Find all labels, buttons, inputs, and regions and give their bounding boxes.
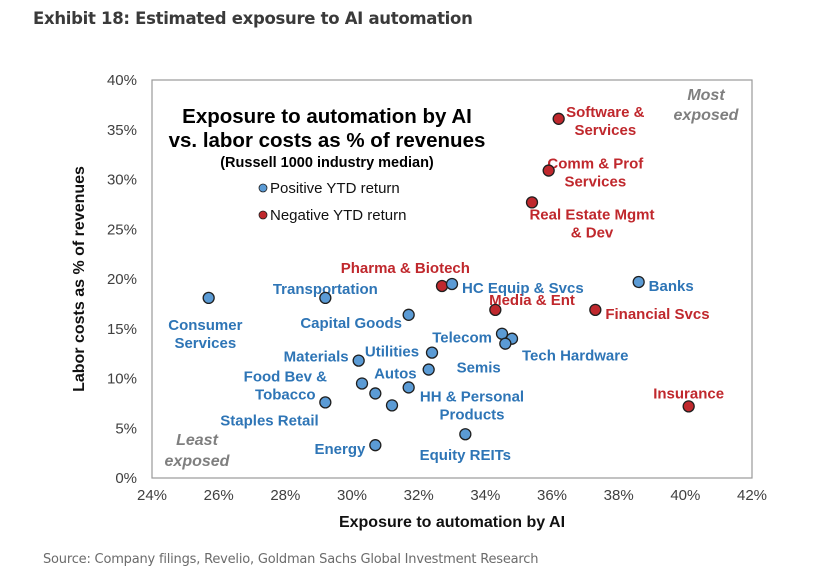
data-point bbox=[369, 387, 382, 400]
y-tick-label: 10% bbox=[107, 371, 137, 388]
x-axis-title: Exposure to automation by AI bbox=[339, 514, 565, 531]
point-label: Equity REITs bbox=[420, 447, 511, 464]
y-tick-label: 25% bbox=[107, 221, 137, 238]
x-tick-label: 24% bbox=[137, 487, 167, 504]
x-tick-label: 34% bbox=[470, 487, 500, 504]
x-tick-label: 32% bbox=[404, 487, 434, 504]
point-label: Utilities bbox=[365, 344, 419, 361]
legend-label-negative: Negative YTD return bbox=[270, 207, 406, 224]
data-point bbox=[489, 303, 502, 316]
point-label: Real Estate Mgmt bbox=[529, 206, 654, 223]
x-tick-label: 28% bbox=[270, 487, 300, 504]
data-point bbox=[459, 428, 472, 441]
point-label: Comm & Prof bbox=[547, 156, 644, 173]
point-label: Media & Ent bbox=[489, 292, 575, 309]
x-tick-label: 36% bbox=[537, 487, 567, 504]
y-tick-label: 40% bbox=[107, 72, 137, 89]
x-axis-ticks: 24% 26% 28% 30% 32% 34% 36% 38% 40% 42% bbox=[137, 487, 767, 504]
y-tick-label: 20% bbox=[107, 271, 137, 288]
y-tick-label: 0% bbox=[115, 470, 137, 487]
data-point bbox=[422, 363, 435, 376]
point-label: Materials bbox=[284, 349, 349, 366]
least-exposed-line-2: exposed bbox=[165, 453, 231, 470]
data-point bbox=[385, 399, 399, 412]
source-note: Source: Company filings, Revelio, Goldma… bbox=[43, 552, 539, 567]
point-label: Energy bbox=[314, 441, 366, 458]
point-label: Transportation bbox=[273, 281, 378, 298]
chart-subtitle: (Russell 1000 industry median) bbox=[220, 155, 434, 171]
x-tick-label: 42% bbox=[737, 487, 767, 504]
most-exposed-line-2: exposed bbox=[674, 107, 740, 124]
data-point bbox=[542, 164, 555, 177]
chart-title-line-1: Exposure to automation by AI bbox=[182, 105, 472, 128]
point-label: Services bbox=[564, 174, 626, 191]
y-tick-label: 5% bbox=[115, 420, 137, 437]
y-tick-label: 15% bbox=[107, 321, 137, 338]
data-point bbox=[499, 337, 512, 350]
legend-marker-positive bbox=[258, 183, 268, 193]
point-label: Pharma & Biotech bbox=[341, 260, 470, 277]
y-tick-label: 35% bbox=[107, 122, 137, 139]
most-exposed-line-1: Most bbox=[687, 87, 725, 104]
point-label: Consumer bbox=[168, 317, 242, 334]
data-point bbox=[319, 291, 332, 305]
y-axis-ticks: 0% 5% 10% 15% 20% 25% 30% 35% 40% bbox=[107, 72, 137, 487]
legend: Positive YTD return Negative YTD return bbox=[258, 180, 406, 224]
data-point bbox=[425, 346, 439, 359]
data-point bbox=[589, 303, 602, 316]
point-label: & Dev bbox=[571, 224, 614, 241]
data-point bbox=[352, 354, 365, 367]
data-point bbox=[402, 381, 415, 394]
x-tick-label: 38% bbox=[604, 487, 634, 504]
exhibit-title: Exhibit 18: Estimated exposure to AI aut… bbox=[33, 9, 473, 28]
legend-marker-negative bbox=[258, 210, 268, 220]
data-point bbox=[682, 400, 695, 413]
point-label: Services bbox=[174, 335, 236, 352]
point-label: Autos bbox=[374, 366, 417, 383]
y-axis-title: Labor costs as % of revenues bbox=[71, 166, 88, 392]
point-label: Services bbox=[574, 122, 636, 139]
point-label: Capital Goods bbox=[300, 315, 402, 332]
point-label: Insurance bbox=[653, 385, 724, 402]
data-point bbox=[632, 275, 645, 289]
point-label: HH & Personal bbox=[420, 388, 524, 405]
data-point bbox=[369, 439, 382, 452]
point-label: Food Bev & bbox=[244, 369, 328, 386]
x-tick-label: 26% bbox=[204, 487, 234, 504]
point-label: Staples Retail bbox=[220, 412, 318, 429]
point-label: Semis bbox=[457, 360, 501, 377]
data-point bbox=[402, 308, 415, 321]
data-point bbox=[525, 196, 539, 209]
point-label: Tobacco bbox=[255, 387, 316, 404]
y-tick-label: 30% bbox=[107, 172, 137, 189]
point-label: Telecom bbox=[432, 330, 492, 347]
data-points bbox=[202, 112, 695, 452]
point-label: Software & bbox=[566, 104, 645, 121]
point-label: Financial Svcs bbox=[605, 306, 709, 323]
x-tick-label: 30% bbox=[337, 487, 367, 504]
point-label: Tech Hardware bbox=[522, 348, 628, 365]
point-label: Products bbox=[439, 406, 504, 423]
data-point bbox=[552, 112, 565, 125]
point-label: HC Equip & Svcs bbox=[462, 280, 584, 297]
data-point bbox=[435, 279, 449, 293]
data-point bbox=[202, 291, 215, 305]
data-point bbox=[319, 396, 332, 409]
least-exposed-line-1: Least bbox=[176, 432, 218, 449]
point-label: Banks bbox=[649, 278, 694, 295]
chart-title-line-2: vs. labor costs as % of revenues bbox=[169, 129, 486, 152]
data-point bbox=[445, 277, 459, 291]
legend-label-positive: Positive YTD return bbox=[270, 180, 400, 197]
data-point bbox=[355, 377, 369, 390]
x-tick-label: 40% bbox=[670, 487, 700, 504]
